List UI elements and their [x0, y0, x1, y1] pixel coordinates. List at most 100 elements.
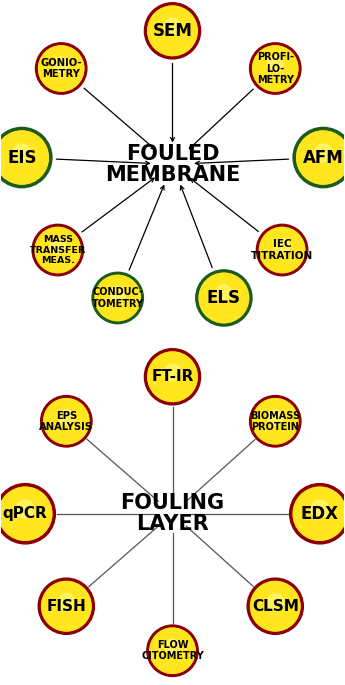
Circle shape: [62, 416, 71, 426]
Circle shape: [296, 490, 344, 538]
Circle shape: [151, 630, 194, 672]
Circle shape: [298, 493, 341, 535]
Circle shape: [63, 603, 70, 610]
Circle shape: [38, 230, 78, 270]
Circle shape: [299, 493, 340, 534]
Circle shape: [308, 142, 338, 173]
Circle shape: [1, 137, 42, 178]
Circle shape: [17, 506, 33, 522]
Circle shape: [52, 407, 80, 436]
Circle shape: [303, 138, 343, 177]
Circle shape: [295, 489, 344, 538]
Circle shape: [96, 276, 140, 320]
Circle shape: [320, 154, 326, 161]
Circle shape: [203, 277, 245, 319]
Circle shape: [1, 490, 49, 538]
Circle shape: [165, 639, 180, 655]
Circle shape: [302, 136, 344, 179]
Circle shape: [52, 245, 63, 256]
Circle shape: [102, 282, 134, 314]
Circle shape: [261, 592, 289, 621]
Text: AFM: AFM: [303, 149, 344, 166]
Circle shape: [46, 400, 87, 443]
Circle shape: [305, 499, 334, 528]
Circle shape: [17, 152, 27, 163]
Circle shape: [117, 297, 118, 299]
Circle shape: [14, 150, 29, 165]
Circle shape: [41, 48, 81, 89]
Circle shape: [151, 356, 194, 398]
Circle shape: [39, 46, 84, 91]
Circle shape: [304, 498, 336, 530]
Circle shape: [53, 593, 80, 620]
Circle shape: [168, 26, 177, 36]
Circle shape: [158, 636, 187, 665]
Circle shape: [267, 235, 297, 265]
Circle shape: [209, 283, 239, 313]
Circle shape: [158, 362, 187, 392]
Circle shape: [39, 232, 76, 269]
Circle shape: [36, 43, 87, 95]
Circle shape: [306, 140, 341, 175]
Circle shape: [52, 407, 81, 436]
Circle shape: [12, 148, 31, 167]
Circle shape: [63, 419, 69, 424]
Circle shape: [274, 67, 276, 70]
Circle shape: [39, 46, 84, 91]
Circle shape: [267, 410, 283, 425]
Circle shape: [262, 593, 289, 620]
Circle shape: [50, 238, 66, 254]
Circle shape: [267, 598, 283, 614]
Circle shape: [0, 488, 51, 540]
Circle shape: [156, 634, 189, 668]
Circle shape: [165, 369, 180, 384]
Circle shape: [50, 58, 72, 79]
Circle shape: [298, 492, 342, 536]
Circle shape: [150, 8, 195, 53]
Circle shape: [254, 400, 297, 443]
Circle shape: [44, 399, 88, 443]
Circle shape: [200, 275, 247, 321]
Circle shape: [65, 420, 68, 423]
Circle shape: [270, 64, 280, 73]
Circle shape: [305, 499, 335, 529]
Circle shape: [108, 288, 128, 308]
Circle shape: [46, 53, 77, 84]
Circle shape: [263, 56, 288, 81]
Circle shape: [103, 284, 132, 312]
Circle shape: [55, 62, 67, 75]
Circle shape: [44, 399, 89, 444]
Circle shape: [54, 246, 62, 254]
Circle shape: [255, 586, 296, 627]
Circle shape: [159, 17, 186, 45]
Circle shape: [270, 416, 280, 426]
Circle shape: [159, 637, 186, 664]
Circle shape: [260, 591, 290, 621]
Circle shape: [153, 631, 192, 671]
Circle shape: [290, 484, 345, 544]
Circle shape: [155, 633, 190, 669]
Circle shape: [267, 57, 283, 73]
Circle shape: [45, 237, 71, 263]
Circle shape: [167, 646, 178, 656]
Circle shape: [215, 286, 232, 302]
Circle shape: [115, 295, 120, 301]
Circle shape: [304, 138, 343, 177]
Circle shape: [322, 156, 325, 159]
Circle shape: [266, 412, 284, 430]
Circle shape: [210, 284, 237, 312]
Circle shape: [278, 245, 287, 255]
Circle shape: [19, 508, 31, 520]
Circle shape: [4, 140, 39, 175]
Circle shape: [2, 138, 41, 177]
Circle shape: [277, 245, 287, 255]
Circle shape: [210, 284, 238, 312]
Circle shape: [51, 591, 81, 621]
Circle shape: [253, 584, 297, 628]
Circle shape: [55, 247, 61, 253]
Circle shape: [156, 634, 189, 667]
Circle shape: [199, 273, 249, 323]
Circle shape: [314, 144, 332, 162]
Circle shape: [48, 240, 68, 260]
Circle shape: [56, 410, 77, 432]
